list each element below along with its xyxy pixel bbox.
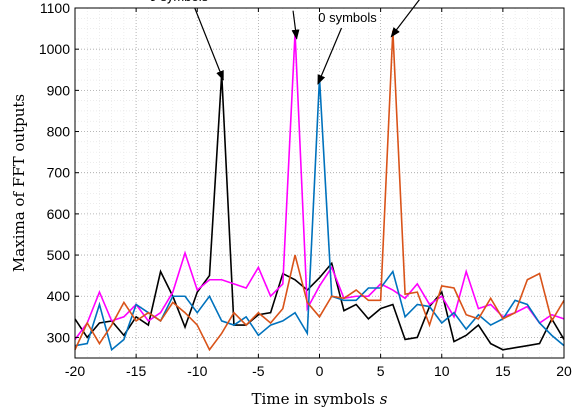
y-axis-ticks: 300 400 500 600 700 800 900 1000 1100 <box>39 0 564 345</box>
annotations: -9 symbols-2 symbols0 symbols7 symbols <box>145 0 420 85</box>
annotation-arrow <box>194 7 224 81</box>
y-tick-label: 1000 <box>39 41 70 57</box>
annotation-arrow <box>390 0 420 38</box>
y-axis-label: Maxima of FFT outputs <box>10 94 28 272</box>
x-tick-label: 20 <box>556 363 572 379</box>
y-tick-label: 500 <box>47 247 71 263</box>
x-tick-label: -5 <box>252 363 265 379</box>
series-line-1 <box>74 73 565 351</box>
y-tick-label: 900 <box>47 82 71 98</box>
y-tick-label: 700 <box>47 165 71 181</box>
x-tick-label: 0 <box>316 363 324 379</box>
y-tick-label: 400 <box>47 288 71 304</box>
x-tick-label: 10 <box>434 363 450 379</box>
y-tick-label: 600 <box>47 206 71 222</box>
x-axis-ticks: -20 -15 -10 -5 0 5 10 15 20 <box>65 8 572 379</box>
x-tick-label: 15 <box>495 363 511 379</box>
x-tick-label: 5 <box>377 363 385 379</box>
y-tick-label: 800 <box>47 124 71 140</box>
x-tick-label: -15 <box>126 363 146 379</box>
series-line-2 <box>74 32 565 340</box>
annotation-label: 0 symbols <box>318 10 377 25</box>
annotation-arrow <box>317 27 343 85</box>
y-tick-label: 300 <box>47 329 71 345</box>
series-line-4 <box>74 30 565 352</box>
x-tick-label: -10 <box>187 363 207 379</box>
x-axis-label: Time in symbols s <box>252 390 388 408</box>
y-tick-label: 1100 <box>40 0 70 16</box>
annotation-label: -9 symbols <box>145 0 208 4</box>
annotation-arrow <box>291 10 300 40</box>
x-tick-label: -20 <box>65 363 85 379</box>
